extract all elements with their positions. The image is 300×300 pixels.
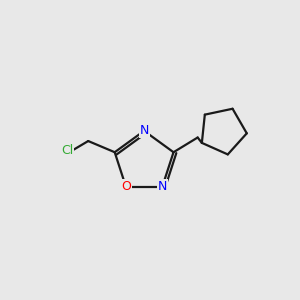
- Text: N: N: [140, 124, 149, 137]
- Text: Cl: Cl: [61, 144, 73, 157]
- Text: N: N: [158, 180, 167, 193]
- Text: O: O: [121, 180, 131, 193]
